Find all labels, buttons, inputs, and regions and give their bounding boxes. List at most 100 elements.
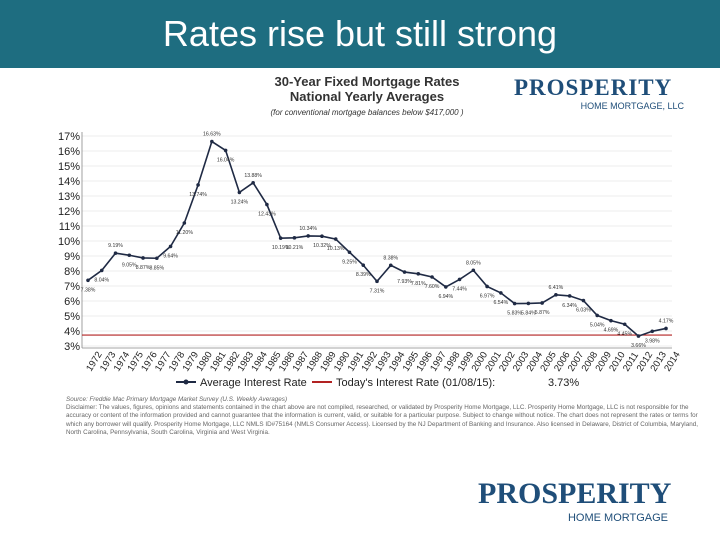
data-point	[512, 301, 517, 306]
data-label: 8.05%	[466, 260, 481, 266]
legend-reference-label: Today's Interest Rate (01/08/15):	[336, 377, 495, 389]
data-point	[567, 294, 572, 298]
legend-reference-value: 3.73%	[548, 377, 579, 389]
y-tick-label: 14%	[58, 176, 80, 188]
data-label: 3.98%	[645, 338, 660, 344]
data-label: 7.81%	[411, 281, 426, 287]
x-axis-ticks: 1972197319741975197619771978197919801981…	[84, 350, 683, 374]
data-label: 10.32%	[313, 243, 331, 249]
y-tick-label: 17%	[58, 131, 80, 143]
data-label: 6.03%	[576, 308, 591, 314]
source-line: Source: Freddie Mac Primary Mortgage Mar…	[66, 396, 288, 403]
slide-title: Rates rise but still strong	[162, 13, 558, 54]
data-label: 7.38%	[81, 287, 96, 293]
chart-grid	[81, 132, 672, 349]
y-tick-label: 12%	[58, 206, 80, 218]
data-point	[471, 268, 476, 273]
data-point	[182, 221, 187, 225]
data-label: 16.04%	[217, 157, 235, 163]
data-label: 5.04%	[590, 322, 605, 328]
logo-subtitle: HOME MORTGAGE, LLC	[580, 101, 684, 111]
data-label: 6.94%	[438, 294, 453, 300]
data-label: 10.13%	[327, 246, 345, 252]
data-label: 7.60%	[425, 284, 440, 290]
disclaimer-text: Disclaimer: The values, figures, opinion…	[66, 404, 698, 436]
data-label: 8.04%	[94, 277, 109, 283]
data-label: 7.44%	[452, 286, 467, 292]
data-point	[251, 181, 255, 185]
company-logo-bottom: PROSPERITY HOME MORTGAGE	[478, 478, 671, 528]
data-point	[320, 234, 324, 238]
data-point	[526, 301, 531, 306]
data-point	[430, 275, 434, 279]
y-tick-label: 10%	[58, 236, 80, 248]
data-point	[99, 268, 104, 273]
legend-series-label: Average Interest Rate	[200, 377, 307, 389]
data-label: 11.20%	[176, 230, 194, 236]
data-point	[347, 250, 352, 255]
data-point	[388, 263, 393, 268]
data-point	[155, 256, 159, 261]
data-label: 6.54%	[493, 300, 508, 306]
y-tick-label: 6%	[64, 296, 80, 308]
data-point	[485, 284, 489, 289]
data-point	[196, 183, 200, 187]
data-point	[540, 301, 544, 305]
data-point	[292, 236, 297, 240]
slide-header: Rates rise but still strong	[0, 0, 720, 68]
data-point	[223, 148, 228, 153]
y-axis-ticks: 3% 4% 5% 6% 7% 8% 9% 10% 11% 12% 13% 14% 15% 16% 17%	[58, 131, 80, 353]
chart-subtitle: National Yearly Averages	[289, 89, 445, 104]
data-point	[636, 334, 641, 338]
y-tick-label: 3%	[64, 341, 80, 353]
y-tick-label: 4%	[64, 326, 80, 338]
data-label: 9.25%	[342, 259, 357, 265]
data-label: 4.17%	[659, 318, 674, 324]
data-point	[375, 279, 379, 284]
data-point	[444, 285, 448, 289]
data-point	[499, 291, 503, 295]
data-point	[416, 272, 421, 276]
data-point	[402, 270, 407, 274]
y-tick-label: 7%	[64, 281, 80, 293]
data-point	[622, 322, 627, 327]
data-label: 13.24%	[231, 199, 249, 205]
y-tick-label: 15%	[58, 161, 80, 173]
data-label: 4.69%	[604, 328, 619, 334]
data-point	[278, 236, 283, 240]
data-label: 13.88%	[244, 173, 262, 179]
data-label: 9.64%	[163, 253, 178, 259]
data-label: 9.05%	[122, 262, 137, 268]
data-point	[141, 256, 145, 260]
data-point	[361, 263, 366, 267]
data-label: 10.19%	[272, 245, 290, 251]
data-point	[168, 244, 173, 249]
chart-note: (for conventional mortgage balances belo…	[270, 108, 464, 117]
data-label: 7.93%	[397, 279, 412, 285]
data-label: 10.21%	[286, 245, 304, 251]
data-label: 6.41%	[549, 285, 564, 291]
data-label: 3.66%	[631, 343, 646, 349]
data-point	[457, 277, 462, 282]
data-label: 7.31%	[370, 288, 385, 294]
data-label: 8.38%	[383, 255, 398, 261]
data-label: 8.39%	[356, 272, 371, 278]
data-point	[609, 318, 613, 323]
data-label: 12.43%	[258, 212, 276, 218]
y-tick-label: 11%	[59, 221, 80, 233]
data-label: 6.97%	[480, 293, 495, 299]
data-label: 5.83%	[507, 311, 522, 317]
logo-name: PROSPERITY	[514, 75, 673, 100]
data-point	[86, 278, 90, 283]
y-tick-label: 13%	[58, 191, 80, 203]
data-point	[333, 237, 338, 241]
data-point	[210, 139, 214, 144]
data-point	[127, 253, 132, 258]
source-disclaimer: Source: Freddie Mac Primary Mortgage Mar…	[66, 396, 698, 437]
y-tick-label: 5%	[64, 311, 80, 323]
data-point	[664, 326, 668, 331]
data-point	[554, 293, 558, 297]
data-labels: 7.38% 8.04% 9.19% 9.05% 8.87% 8.85% 9.64% 11.20…	[81, 132, 674, 350]
data-point	[113, 251, 118, 255]
data-point	[581, 298, 586, 303]
